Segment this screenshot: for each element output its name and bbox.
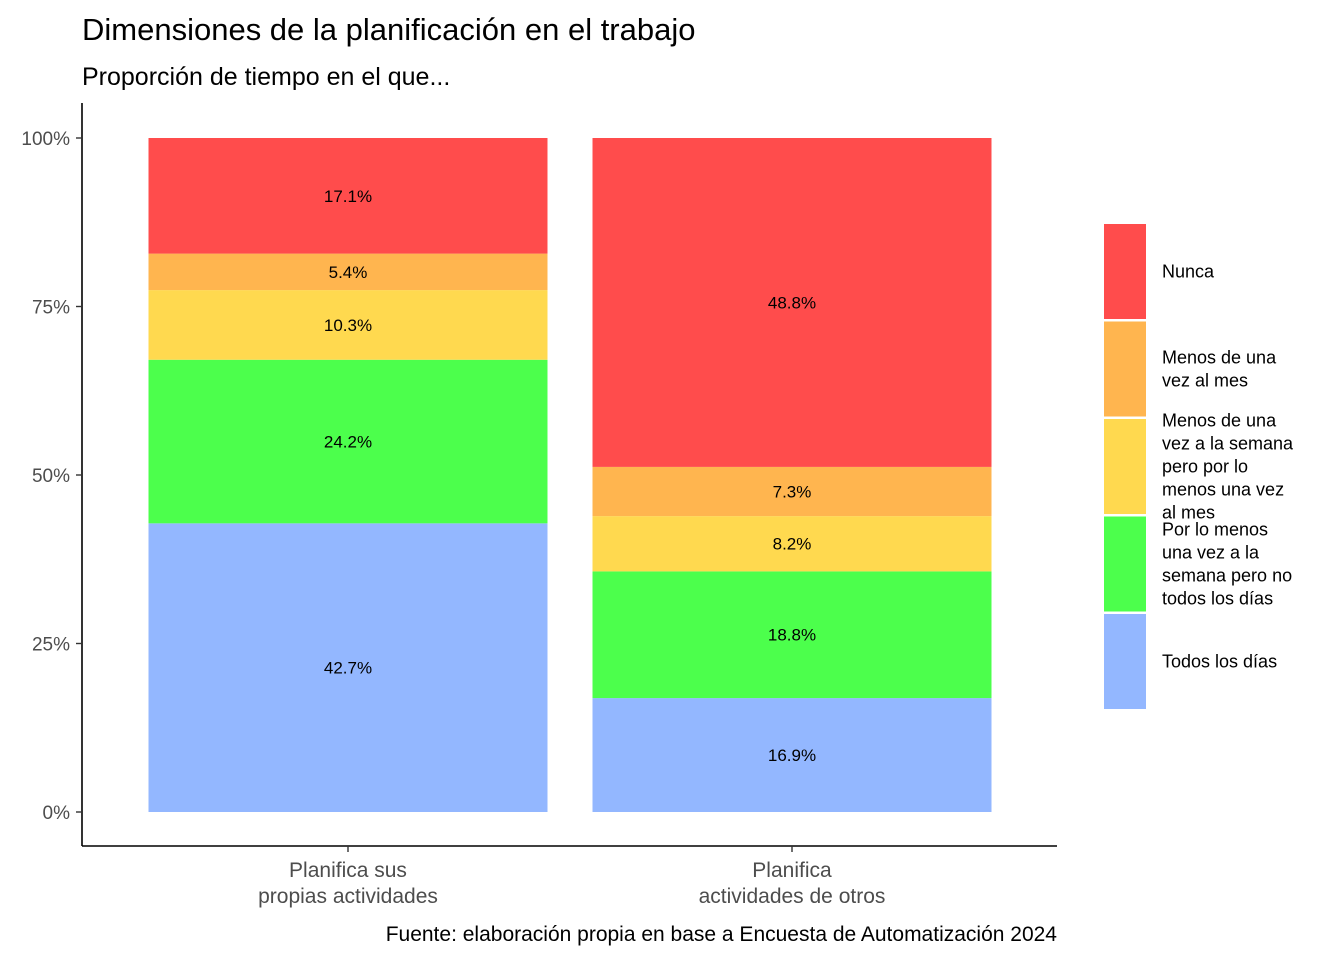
chart-title: Dimensiones de la planificación en el tr… [82, 12, 695, 47]
x-tick-label: Planifica actividades de otros [699, 859, 886, 908]
y-ticks: 0% 25% 50% 75% 100% [21, 129, 82, 824]
bar-segment [148, 290, 548, 360]
bar-segment [592, 466, 992, 517]
x-ticks: Planifica sus propias actividades Planific… [258, 846, 885, 908]
bar-segment [592, 571, 992, 699]
bar-value-label: 18.8% [768, 626, 816, 645]
bar-value-label: 10.3% [324, 316, 372, 335]
bar-segment [592, 698, 992, 812]
bar-value-label: 24.2% [324, 433, 372, 452]
legend-key [1104, 321, 1146, 417]
legend-label: Nunca [1162, 262, 1215, 282]
bar-segment [592, 138, 992, 467]
legend-key [1104, 419, 1146, 514]
bar-value-label: 8.2% [773, 535, 812, 554]
bar-value-label: 16.9% [768, 746, 816, 765]
y-tick-label: 100% [21, 129, 70, 150]
legend-label: Menos de una vez al mes [1162, 348, 1277, 391]
bar-segment [592, 516, 992, 572]
legend-label: Menos de una vez a la semana pero por lo me… [1162, 411, 1294, 523]
legend-label: Por lo menos una vez a la semana pero no to… [1162, 520, 1292, 609]
legend-key [1104, 516, 1146, 612]
y-tick-label: 0% [43, 803, 71, 824]
bars: 42.7% 24.2% 10.3% 5.4% 17.1% 16.9% 18.8% 8.2% 7.… [148, 138, 992, 812]
legend-key [1104, 224, 1146, 319]
chart-caption: Fuente: elaboración propia en base a Enc… [386, 923, 1058, 946]
y-tick-label: 50% [32, 466, 70, 487]
bar-segment [148, 523, 548, 812]
bar-value-label: 5.4% [329, 263, 368, 282]
legend-key [1104, 614, 1146, 709]
legend-label: Todos los días [1162, 652, 1277, 672]
bar-segment [148, 359, 548, 524]
x-tick-label: Planifica sus propias actividades [258, 859, 438, 908]
y-tick-label: 75% [32, 298, 70, 319]
y-tick-label: 25% [32, 635, 70, 656]
bar-segment [148, 253, 548, 291]
bar-segment [148, 138, 548, 254]
chart-subtitle: Proporción de tiempo en el que... [82, 63, 450, 91]
bar-value-label: 42.7% [324, 659, 372, 678]
legend: Nunca Menos de una vez al mes Menos de una v… [1104, 224, 1294, 709]
bar-value-label: 17.1% [324, 187, 372, 206]
bar-value-label: 7.3% [773, 483, 812, 502]
bar-value-label: 48.8% [768, 293, 816, 312]
